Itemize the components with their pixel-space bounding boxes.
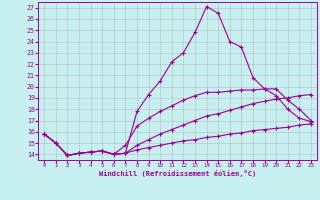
X-axis label: Windchill (Refroidissement éolien,°C): Windchill (Refroidissement éolien,°C) bbox=[99, 170, 256, 177]
